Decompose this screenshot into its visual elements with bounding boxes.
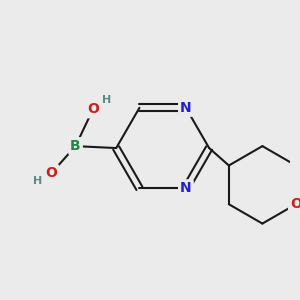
Text: H: H: [102, 95, 111, 105]
Text: O: O: [290, 197, 300, 211]
Text: O: O: [45, 166, 57, 180]
Text: N: N: [180, 181, 192, 195]
Text: N: N: [180, 101, 192, 115]
Text: B: B: [70, 139, 81, 153]
Text: O: O: [87, 102, 99, 116]
Text: H: H: [33, 176, 42, 186]
